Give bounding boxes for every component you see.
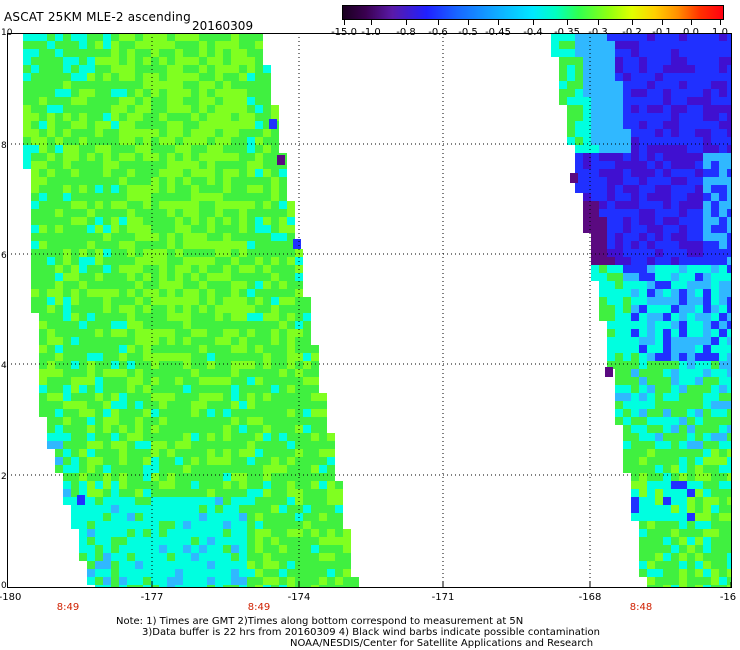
colorbar-label: -0.5 bbox=[458, 27, 478, 38]
colorbar-label: -0.8 bbox=[396, 27, 416, 38]
note-line-2: 3)Data buffer is 22 hrs from 20160309 4)… bbox=[142, 627, 600, 638]
colorbar-label: -1.0 bbox=[361, 27, 381, 38]
swath-time-label: 8:49 bbox=[247, 602, 271, 613]
colorbar-tick bbox=[691, 20, 692, 25]
outlier-cell bbox=[605, 367, 613, 377]
x-axis-label: -16 bbox=[719, 592, 737, 603]
outlier-cell bbox=[77, 495, 85, 505]
map-plot bbox=[7, 33, 732, 588]
map-date: 20160309 bbox=[192, 19, 254, 33]
colorbar-label: -0.6 bbox=[428, 27, 448, 38]
y-axis-label: 4 bbox=[1, 361, 7, 371]
y-axis-label: 0 bbox=[1, 581, 7, 591]
x-axis-label: -174 bbox=[287, 592, 311, 603]
y-axis-label: 6 bbox=[1, 251, 7, 261]
outlier-cell bbox=[570, 173, 578, 183]
colorbar-tick bbox=[632, 20, 633, 25]
colorbar-label: -0.4 bbox=[523, 27, 543, 38]
colorbar-label: -15.0 bbox=[331, 27, 357, 38]
colorbar-label: -0.1 bbox=[652, 27, 672, 38]
colorbar-label: -0.3 bbox=[588, 27, 608, 38]
colorbar-tick bbox=[533, 20, 534, 25]
colorbar-tick bbox=[567, 20, 568, 25]
colorbar-tick bbox=[438, 20, 439, 25]
y-axis-label: 2 bbox=[1, 472, 7, 482]
colorbar-label: 1.0 bbox=[712, 27, 728, 38]
note-line-1: Note: 1) Times are GMT 2)Times along bot… bbox=[116, 616, 524, 627]
y-axis-label: 8 bbox=[1, 141, 7, 151]
swath-time-label: 8:48 bbox=[629, 602, 653, 613]
swath-time-label: 8:49 bbox=[56, 602, 80, 613]
colorbar-label: -0.2 bbox=[622, 27, 642, 38]
colorbar-tick bbox=[598, 20, 599, 25]
note-line-3: NOAA/NESDIS/Center for Satellite Applica… bbox=[290, 638, 594, 649]
x-axis-label: -180 bbox=[0, 592, 22, 603]
colorbar-tick bbox=[720, 20, 721, 25]
colorbar bbox=[342, 5, 724, 20]
x-axis-label: -171 bbox=[431, 592, 455, 603]
colorbar-label: 0.0 bbox=[683, 27, 699, 38]
outlier-cell bbox=[277, 155, 285, 165]
map-frame bbox=[7, 33, 732, 588]
outlier-cell bbox=[293, 239, 301, 249]
y-axis-label: 10 bbox=[1, 28, 13, 38]
colorbar-label: -0.35 bbox=[554, 27, 580, 38]
colorbar-tick bbox=[406, 20, 407, 25]
x-axis-label: -168 bbox=[578, 592, 602, 603]
map-title: ASCAT 25KM MLE-2 ascending bbox=[4, 10, 191, 24]
colorbar-tick bbox=[468, 20, 469, 25]
colorbar-tick bbox=[344, 20, 345, 25]
outlier-cell bbox=[269, 119, 277, 129]
colorbar-tick bbox=[371, 20, 372, 25]
colorbar-tick bbox=[498, 20, 499, 25]
colorbar-tick bbox=[662, 20, 663, 25]
x-axis-label: -177 bbox=[140, 592, 164, 603]
colorbar-label: -0.45 bbox=[485, 27, 511, 38]
